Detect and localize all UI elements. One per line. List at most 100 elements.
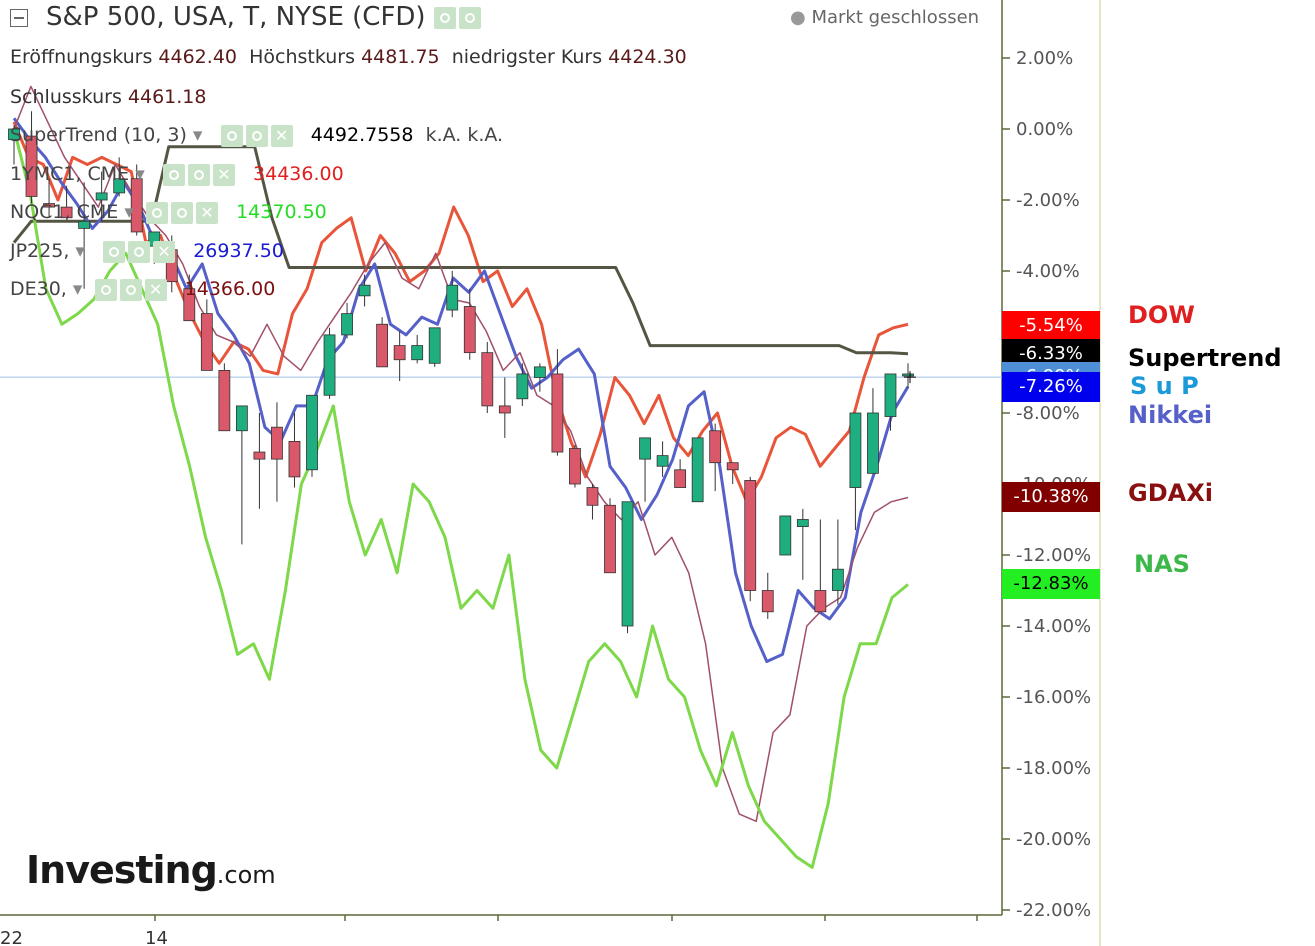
series-label: NAS (1134, 549, 1190, 578)
candle-body (867, 412, 879, 474)
candle-body (446, 284, 459, 311)
candle-body (761, 590, 774, 613)
indicator-nikkei[interactable]: JP225, ▾ ✕ 26937.50 (10, 240, 284, 263)
candle-body (796, 519, 809, 527)
y-tick-label: 0.00% (1016, 119, 1073, 140)
candle-body (604, 504, 616, 574)
candle-body (691, 437, 704, 503)
candle-body (656, 455, 669, 467)
y-tick-label: -16.00% (1016, 687, 1091, 708)
candle-body (323, 334, 336, 396)
indicator-dax[interactable]: DE30, ▾ ✕ 14366.00 (10, 278, 276, 301)
price-tag: -12.83% (1002, 569, 1100, 600)
y-tick-label: -12.00% (1016, 545, 1091, 566)
close-row: Schlusskurs 4461.18 (10, 86, 207, 108)
y-tick-label: 2.00% (1016, 48, 1073, 69)
candle-body (376, 323, 389, 368)
candle-body (78, 220, 91, 229)
y-tick-label: -2.00% (1016, 190, 1080, 211)
candle-body (674, 469, 687, 488)
gear-icon[interactable] (128, 240, 151, 263)
candle-body (200, 313, 213, 371)
candle-body (253, 451, 266, 460)
price-tag: -10.38% (1002, 482, 1100, 513)
series-line-nas (12, 128, 909, 869)
candle-body (551, 373, 564, 453)
candle-body (341, 313, 353, 336)
y-tick-label: -20.00% (1016, 829, 1091, 850)
eye-icon[interactable] (433, 6, 456, 29)
eye-icon[interactable] (94, 278, 117, 301)
y-tick-label: -14.00% (1016, 616, 1091, 637)
candle-body (235, 405, 248, 432)
candle-body (218, 369, 231, 432)
candle-body (8, 128, 20, 141)
x-tick-label: 22 (0, 928, 23, 946)
series-label: Supertrend (1128, 343, 1282, 372)
investing-logo: Investing.com (26, 848, 276, 892)
candle-body (411, 345, 424, 361)
eye-icon[interactable] (220, 124, 243, 147)
eye-icon[interactable] (103, 240, 126, 263)
eye-icon[interactable] (162, 163, 185, 186)
close-icon[interactable]: ✕ (195, 201, 218, 224)
series-label: GDAXi (1128, 478, 1213, 507)
candle-body (481, 352, 494, 407)
y-tick-label: -8.00% (1016, 403, 1080, 424)
candle-body (709, 430, 722, 464)
candle-body (726, 462, 739, 471)
indicator-dow[interactable]: 1YMC1, CME ▾ ✕ 34436.00 (10, 163, 344, 186)
candle-body (428, 327, 441, 364)
candle-body (43, 203, 55, 208)
gear-icon[interactable] (170, 201, 193, 224)
indicator-nasdaq[interactable]: NQC1, CME ▾ ✕ 14370.50 (10, 201, 327, 224)
candle-body (814, 590, 827, 613)
series-label: S u P (1130, 372, 1199, 401)
gear-icon[interactable] (458, 6, 481, 29)
price-tag: -7.26% (1002, 371, 1100, 402)
candle-body (306, 394, 318, 471)
candle-body (271, 426, 283, 460)
gear-icon[interactable] (187, 163, 210, 186)
candle-body (288, 440, 301, 478)
x-tick-label: 14 (145, 928, 168, 946)
candle-body (358, 284, 371, 297)
series-line-gdaxi (13, 85, 909, 823)
series-label: DOW (1128, 301, 1195, 330)
candle-body (130, 178, 143, 233)
chart-title: S&P 500, USA, T, NYSE (CFD) (46, 2, 484, 32)
candle-body (586, 487, 599, 506)
candle-body (621, 501, 634, 627)
close-icon[interactable]: ✕ (153, 240, 176, 263)
candle-body (25, 135, 38, 197)
candle-body (569, 448, 581, 485)
candle-body (902, 373, 914, 377)
candle-body (516, 373, 529, 400)
eye-icon[interactable] (145, 201, 168, 224)
price-tag: -5.54% (1002, 310, 1100, 341)
series-line-nikkei (12, 117, 910, 663)
candle-body (744, 480, 757, 591)
gear-icon[interactable] (245, 124, 268, 147)
candle-body (639, 437, 651, 460)
close-icon[interactable]: ✕ (144, 278, 167, 301)
y-tick-label: -18.00% (1016, 758, 1091, 779)
candle-body (831, 568, 844, 591)
candle-body (533, 366, 546, 378)
candle-body (884, 373, 897, 417)
candle-body (95, 192, 108, 201)
candle-body (60, 206, 73, 219)
indicator-supertrend[interactable]: SuperTrend (10, 3) ▾ ✕ 4492.7558 k.A. k.… (10, 124, 504, 147)
candle-body (498, 405, 511, 414)
close-icon[interactable]: ✕ (212, 163, 235, 186)
candle-body (463, 306, 476, 354)
close-icon[interactable]: ✕ (270, 124, 293, 147)
status-dot-icon: ● (790, 7, 806, 28)
gear-icon[interactable] (119, 278, 142, 301)
collapse-icon[interactable] (10, 9, 28, 27)
y-tick-label: -4.00% (1016, 261, 1080, 282)
candle-body (393, 345, 406, 361)
candle-body (849, 412, 862, 488)
